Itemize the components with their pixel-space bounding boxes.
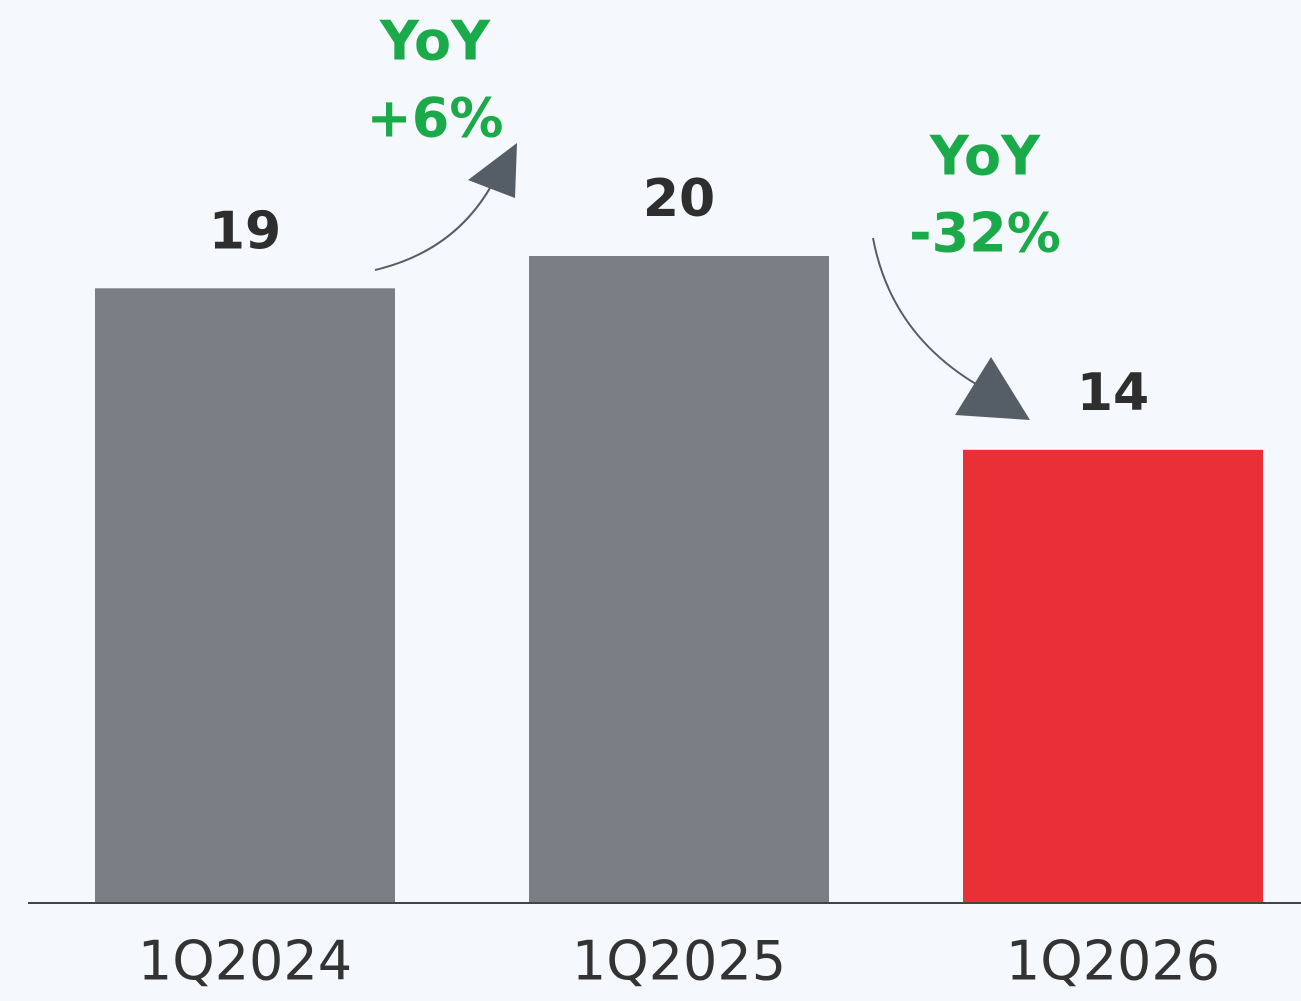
x-tick-label: 1Q2025 bbox=[572, 930, 786, 993]
annotation: YoY bbox=[379, 10, 491, 73]
bar bbox=[95, 288, 395, 902]
x-tick-label: 1Q2024 bbox=[138, 930, 352, 993]
arrow-head bbox=[468, 143, 517, 198]
arrow bbox=[374, 174, 498, 271]
value-label: 19 bbox=[209, 201, 281, 261]
value-label: 14 bbox=[1077, 363, 1149, 423]
arrow-head bbox=[955, 357, 1030, 420]
annotation: YoY bbox=[929, 125, 1041, 188]
x-tick-label: 1Q2026 bbox=[1006, 930, 1220, 993]
arrow bbox=[872, 237, 991, 393]
annotation: -32% bbox=[909, 202, 1061, 265]
bar bbox=[963, 449, 1263, 902]
annotation: +6% bbox=[367, 87, 504, 150]
bar bbox=[529, 256, 829, 902]
value-label: 20 bbox=[643, 169, 715, 229]
